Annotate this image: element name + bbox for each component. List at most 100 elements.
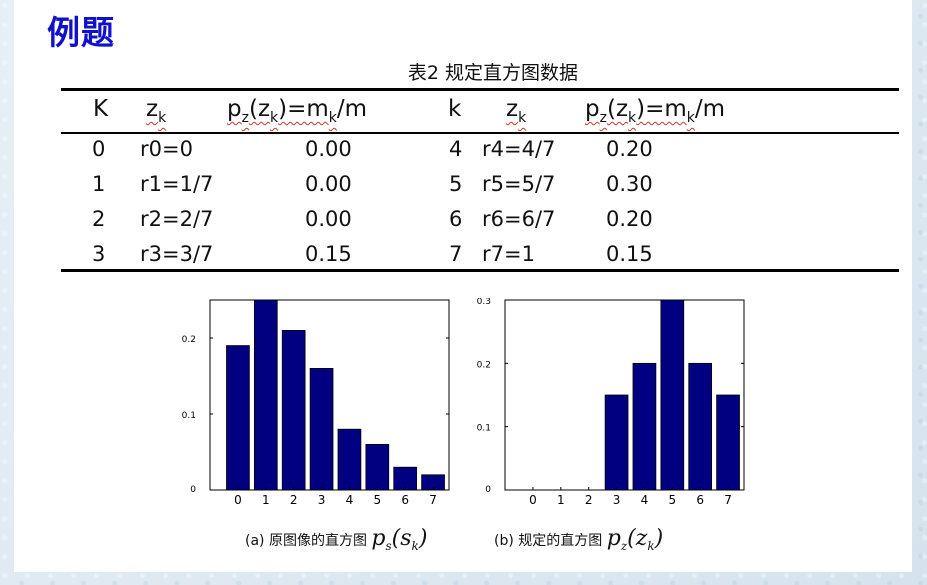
- caption-b-psub: z: [620, 539, 628, 553]
- header-over-m: /m: [336, 96, 368, 122]
- x-tick-label: 6: [401, 493, 409, 507]
- caption-a: (a) 原图像的直方图 ps(sk): [245, 526, 427, 553]
- x-tick-label: 5: [668, 493, 676, 507]
- row-k: 1: [92, 172, 106, 196]
- row-k: 7: [449, 242, 463, 266]
- header-pz: pz(zk)=mk/m: [227, 96, 367, 126]
- caption-b-formula: pz(zk): [606, 526, 664, 553]
- x-tick-label: 0: [529, 493, 537, 507]
- row-p: 0.20: [606, 137, 653, 161]
- table-header-rule: [61, 132, 899, 134]
- y-tick-label: 0.2: [477, 360, 491, 370]
- header-k: K: [93, 96, 109, 122]
- row-z: r3=3/7: [140, 242, 214, 266]
- header-z-sub-right: k: [518, 110, 527, 126]
- x-tick-label: 7: [429, 493, 437, 507]
- header-p-arg: (z: [248, 96, 271, 122]
- x-tick-label: 2: [585, 493, 593, 507]
- chart-a-svg: 0 1 2 3 4 5 6 7 0 0.1 0.2: [182, 299, 450, 507]
- x-tick-label: 7: [724, 493, 732, 507]
- caption-b: (b) 规定的直方图 pz(zk): [494, 526, 663, 553]
- row-k: 0: [92, 137, 106, 161]
- bar: [660, 299, 685, 491]
- x-tick-label: 1: [262, 493, 270, 507]
- header-p-letter: p: [227, 96, 242, 122]
- chart-b: 0 1 2 3 4 5 6 7 0 0.1 0.2 0.3: [459, 297, 749, 517]
- caption-a-arg: (s: [391, 526, 412, 551]
- row-k: 2: [92, 207, 106, 231]
- caption-a-argsub: k: [411, 539, 419, 553]
- caption-b-arg: (z: [627, 526, 648, 551]
- row-p: 0.15: [305, 242, 352, 266]
- caption-a-formula: ps(sk): [371, 526, 428, 553]
- header-z-sub: k: [158, 110, 167, 126]
- x-tick-label: 3: [318, 493, 326, 507]
- header-pz-right: pz(zk)=mk/m: [585, 96, 725, 126]
- row-z: r7=1: [482, 242, 535, 266]
- row-z: r4=4/7: [482, 137, 556, 161]
- bar: [309, 368, 334, 491]
- x-tick-label: 2: [290, 493, 298, 507]
- bar: [337, 428, 362, 491]
- y-tick-label: 0: [485, 485, 491, 495]
- caption-b-close: ): [654, 526, 664, 551]
- header-m-sub: k: [328, 110, 337, 126]
- y-tick-label: 0: [190, 485, 196, 495]
- x-tick-label: 5: [373, 493, 381, 507]
- row-k: 5: [449, 172, 463, 196]
- header-z-letter-right: z: [506, 96, 519, 122]
- row-k: 6: [449, 207, 463, 231]
- row-p: 0.00: [305, 172, 352, 196]
- x-tick-label: 4: [346, 493, 354, 507]
- header-eq-m-right: )=m: [636, 96, 687, 122]
- row-z: r0=0: [140, 137, 193, 161]
- caption-a-text: (a) 原图像的直方图: [245, 533, 367, 549]
- table-top-rule: [61, 88, 899, 91]
- header-p-arg-right: (z: [606, 96, 629, 122]
- row-z: r6=6/7: [482, 207, 556, 231]
- bar: [253, 299, 278, 491]
- row-k: 3: [92, 242, 106, 266]
- x-tick-label: 4: [641, 493, 649, 507]
- x-tick-label: 1: [557, 493, 565, 507]
- bar: [632, 362, 657, 491]
- chart-b-svg: 0 1 2 3 4 5 6 7 0 0.1 0.2 0.3: [477, 297, 745, 507]
- header-over-m-right: /m: [694, 96, 726, 122]
- slide: 例题 表2 规定直方图数据 K zk pz(zk)=mk/m k zk pz(z…: [14, 0, 912, 572]
- caption-a-psub: s: [385, 539, 392, 553]
- bar: [716, 394, 740, 491]
- row-z: r1=1/7: [140, 172, 214, 196]
- bar: [604, 394, 629, 491]
- row-p: 0.30: [606, 172, 653, 196]
- slide-title: 例题: [47, 13, 115, 52]
- table-caption: 表2 规定直方图数据: [407, 62, 579, 84]
- x-tick-label: 3: [613, 493, 621, 507]
- row-p: 0.15: [606, 242, 653, 266]
- x-tick-label: 6: [696, 493, 704, 507]
- row-z: r2=2/7: [140, 207, 214, 231]
- header-z-letter: z: [146, 96, 159, 122]
- row-k: 4: [449, 137, 463, 161]
- header-p-sub: z: [241, 110, 249, 126]
- header-p-sub-right: z: [599, 110, 607, 126]
- table-bottom-rule: [61, 269, 899, 272]
- x-tick-label: 0: [234, 493, 242, 507]
- bar: [365, 443, 390, 491]
- header-zk-right: zk: [506, 96, 526, 126]
- header-m-sub-right: k: [686, 110, 695, 126]
- row-p: 0.00: [305, 137, 352, 161]
- bar: [226, 345, 250, 491]
- row-z: r5=5/7: [482, 172, 556, 196]
- header-k-right: k: [448, 96, 462, 122]
- row-p: 0.00: [305, 207, 352, 231]
- caption-b-p: p: [606, 526, 621, 551]
- header-p-argsub-right: k: [628, 110, 637, 126]
- bar: [281, 330, 306, 491]
- caption-a-close: ): [418, 526, 428, 551]
- header-eq-m: )=m: [278, 96, 329, 122]
- caption-a-p: p: [371, 526, 386, 551]
- caption-b-argsub: k: [647, 539, 655, 553]
- row-p: 0.20: [606, 207, 653, 231]
- header-p-argsub: k: [270, 110, 279, 126]
- y-tick-label: 0.3: [477, 298, 491, 307]
